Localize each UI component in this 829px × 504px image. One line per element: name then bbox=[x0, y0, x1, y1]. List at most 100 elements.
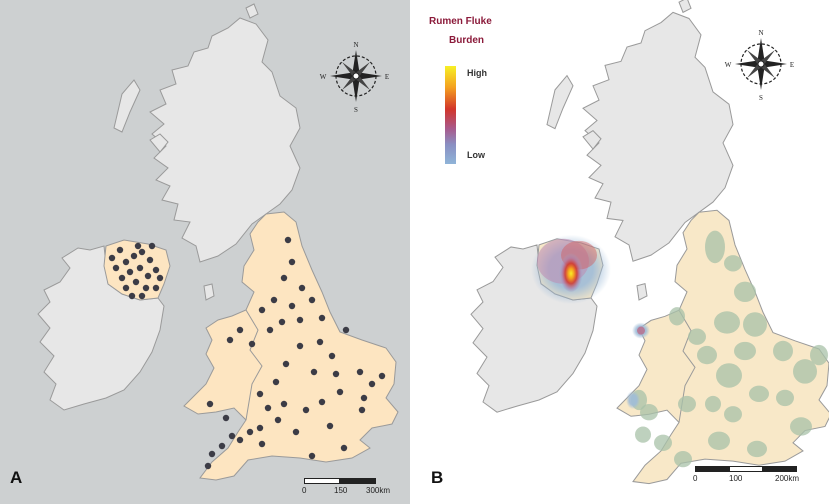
farm-dot bbox=[310, 368, 318, 376]
compass-hub bbox=[757, 60, 765, 68]
scotland bbox=[149, 17, 301, 263]
isle-of-man bbox=[636, 283, 648, 301]
farm-dot bbox=[302, 406, 310, 414]
compass-west: W bbox=[725, 61, 732, 69]
farm-dot bbox=[378, 372, 386, 380]
farm-dot bbox=[332, 370, 340, 378]
hotspot bbox=[654, 434, 672, 451]
farm-dot bbox=[138, 248, 146, 256]
farm-dot bbox=[292, 428, 300, 436]
farm-dot bbox=[360, 394, 368, 402]
farm-dot bbox=[152, 266, 160, 274]
compass-east: E bbox=[385, 73, 389, 81]
farm-dot bbox=[258, 306, 266, 314]
scale-tick-2: 300km bbox=[366, 486, 391, 495]
farm-dot bbox=[308, 296, 316, 304]
farm-dot bbox=[130, 252, 138, 260]
map-panel-b: N S E W Rumen Fluke Burden High Low 0 100 2… bbox=[419, 0, 829, 504]
legend-color-ramp bbox=[445, 66, 456, 164]
farm-dot bbox=[228, 432, 236, 440]
burden-hotspots bbox=[626, 230, 828, 468]
hotspot bbox=[714, 311, 740, 334]
farm-dot bbox=[258, 440, 266, 448]
farm-dot bbox=[218, 442, 226, 450]
hotspot-wales-core bbox=[637, 326, 645, 335]
scale-tick-0: 0 bbox=[693, 474, 698, 483]
farm-dot bbox=[248, 340, 256, 348]
panel-label-b: B bbox=[431, 468, 444, 487]
farm-dot bbox=[226, 336, 234, 344]
farm-dot bbox=[122, 258, 130, 266]
farm-dot bbox=[288, 258, 296, 266]
hotspot bbox=[793, 359, 817, 384]
heat-core bbox=[559, 251, 583, 292]
farm-dot bbox=[284, 236, 292, 244]
hotspot-swwales bbox=[626, 390, 640, 410]
farm-dot bbox=[282, 360, 290, 368]
isle-of-skye bbox=[582, 130, 602, 150]
farm-dot bbox=[266, 326, 274, 334]
hotspot bbox=[678, 395, 696, 413]
farm-dot bbox=[280, 400, 288, 408]
england-and-wales bbox=[183, 211, 399, 481]
farm-dot bbox=[358, 406, 366, 414]
scale-tick-0: 0 bbox=[302, 486, 307, 495]
hotspot bbox=[705, 230, 725, 264]
farm-dot bbox=[122, 284, 130, 292]
farm-dot bbox=[296, 316, 304, 324]
farm-dot bbox=[136, 264, 144, 272]
farm-dot bbox=[288, 302, 296, 310]
farm-dot bbox=[318, 314, 326, 322]
farm-dot bbox=[132, 278, 140, 286]
orkney bbox=[678, 0, 692, 14]
farm-dot bbox=[336, 388, 344, 396]
hotspot bbox=[776, 389, 794, 407]
hotspot bbox=[716, 363, 742, 388]
hotspot bbox=[708, 431, 730, 450]
wales-border bbox=[245, 309, 263, 421]
farm-dot bbox=[108, 254, 116, 262]
hotspot bbox=[724, 406, 742, 423]
compass-north: N bbox=[758, 29, 763, 37]
hotspot bbox=[635, 426, 651, 443]
legend-title-line1: Rumen Fluke bbox=[429, 16, 492, 27]
land-masses bbox=[37, 3, 399, 481]
compass-west: W bbox=[320, 73, 327, 81]
map-b-svg: N S E W bbox=[419, 0, 829, 504]
england-and-wales bbox=[616, 209, 829, 485]
scale-tick-2: 200km bbox=[775, 474, 800, 483]
outer-hebrides bbox=[113, 79, 141, 133]
farm-dot bbox=[316, 338, 324, 346]
farm-dot bbox=[148, 242, 156, 250]
farm-dot bbox=[222, 414, 230, 422]
farm-dot bbox=[146, 256, 154, 264]
hotspot bbox=[697, 345, 717, 365]
farm-dot bbox=[272, 378, 280, 386]
compass-south: S bbox=[354, 106, 358, 114]
orkney bbox=[245, 3, 259, 19]
compass-hub bbox=[352, 72, 360, 80]
farm-dot bbox=[112, 264, 120, 272]
hotspot bbox=[773, 340, 793, 362]
farm-dot bbox=[126, 268, 134, 276]
outer-hebrides bbox=[546, 74, 574, 130]
hotspot bbox=[749, 385, 769, 402]
compass-rose-icon: N S E W bbox=[725, 29, 794, 102]
farm-dot bbox=[144, 272, 152, 280]
farm-dot bbox=[204, 462, 212, 470]
hotspot bbox=[705, 395, 721, 413]
legend-low-label: Low bbox=[467, 150, 485, 160]
compass-north: N bbox=[353, 41, 358, 49]
farm-dot bbox=[156, 274, 164, 282]
hotspot bbox=[743, 312, 767, 337]
farm-dot bbox=[328, 352, 336, 360]
farm-dot bbox=[152, 284, 160, 292]
farm-locations bbox=[108, 236, 386, 470]
farm-dot bbox=[356, 368, 364, 376]
farm-dot bbox=[296, 342, 304, 350]
scale-tick-1: 150 bbox=[334, 486, 348, 495]
scotland bbox=[582, 11, 734, 262]
compass-east: E bbox=[790, 61, 794, 69]
farm-dot bbox=[128, 292, 136, 300]
hotspot bbox=[734, 281, 756, 303]
